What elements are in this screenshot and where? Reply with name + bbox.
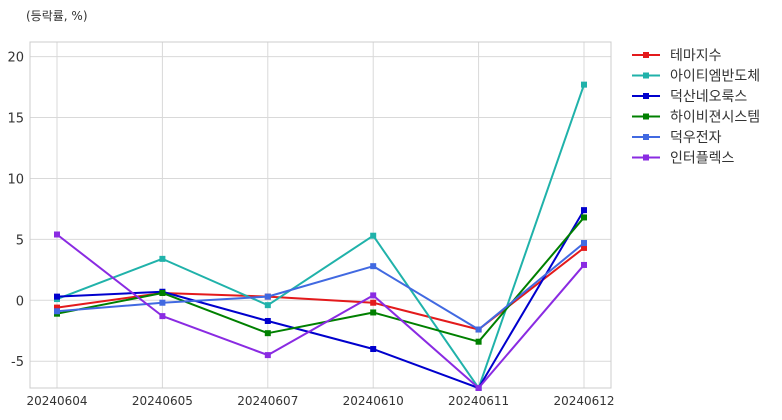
legend-label: 테마지수 xyxy=(670,48,722,64)
legend-label: 덕우전자 xyxy=(670,130,722,146)
data-point xyxy=(581,214,587,221)
data-point xyxy=(581,244,587,251)
data-point xyxy=(370,292,377,299)
data-point xyxy=(159,255,166,262)
legend-item: 인터플렉스 xyxy=(632,151,735,167)
legend-item: 아이티엠반도체 xyxy=(632,69,760,85)
data-point xyxy=(370,346,377,353)
series-line xyxy=(56,209,585,389)
series-1 xyxy=(54,244,587,333)
data-point xyxy=(581,261,587,268)
data-point xyxy=(54,308,60,315)
series-line xyxy=(56,233,585,389)
x-tick-label: 20240611 xyxy=(448,394,509,408)
legend-label: 하이비젼시스템 xyxy=(670,110,760,126)
x-tick-label: 20240612 xyxy=(553,394,614,408)
data-point xyxy=(264,317,271,324)
series-line xyxy=(56,247,585,331)
x-tick-label: 20240605 xyxy=(132,394,193,408)
legend-label: 아이티엠반도체 xyxy=(670,69,760,85)
legend-label: 인터플렉스 xyxy=(670,151,735,167)
legend-item: 하이비젼시스템 xyxy=(632,110,760,126)
data-point xyxy=(264,352,271,359)
data-point xyxy=(581,207,587,214)
data-point xyxy=(581,81,587,88)
x-tick-label: 20240610 xyxy=(343,394,404,408)
y-tick-label: 0 xyxy=(16,294,24,309)
data-point xyxy=(370,263,377,270)
legend-marker xyxy=(643,113,649,120)
series-line xyxy=(56,84,585,389)
x-tick-label: 20240604 xyxy=(26,394,87,408)
data-point xyxy=(475,338,482,345)
unit-label: (등락률, %) xyxy=(26,9,88,23)
data-point xyxy=(159,289,166,296)
legend-marker xyxy=(643,52,649,58)
legend-marker xyxy=(643,72,649,79)
series-6 xyxy=(54,231,587,391)
data-point xyxy=(54,231,60,238)
x-tick-label: 20240607 xyxy=(237,394,298,408)
data-point xyxy=(370,299,377,306)
y-tick-label: 5 xyxy=(16,233,24,248)
data-point xyxy=(581,240,587,247)
plot-area xyxy=(29,41,612,389)
data-point xyxy=(370,232,377,239)
series-line xyxy=(56,216,585,343)
legend-label: 덕산네오룩스 xyxy=(670,89,747,105)
y-tick-label: 10 xyxy=(7,172,24,187)
data-point xyxy=(475,385,482,391)
data-point xyxy=(54,293,60,300)
legend-item: 덕산네오룩스 xyxy=(632,89,747,105)
data-point xyxy=(159,299,166,306)
series-lines xyxy=(54,81,587,391)
legend-marker xyxy=(643,154,649,161)
legend-marker xyxy=(643,134,649,140)
x-axis-ticks: 20240604 20240605 20240607 20240610 20240611… xyxy=(26,394,614,408)
data-point xyxy=(475,326,482,333)
y-axis-ticks: -5 0 5 10 15 20 xyxy=(7,51,24,371)
data-point xyxy=(264,293,271,300)
series-5 xyxy=(54,240,587,333)
series-2 xyxy=(54,81,587,391)
data-point xyxy=(54,304,60,311)
series-line xyxy=(56,242,585,331)
y-tick-label: -5 xyxy=(11,355,24,370)
data-point xyxy=(159,313,166,320)
y-tick-label: 15 xyxy=(7,112,24,127)
legend-marker xyxy=(643,93,649,99)
data-point xyxy=(370,309,377,316)
legend-item: 테마지수 xyxy=(632,48,722,64)
data-point xyxy=(264,302,271,309)
y-tick-label: 20 xyxy=(7,51,24,66)
data-point xyxy=(264,330,271,337)
legend-item: 덕우전자 xyxy=(632,130,722,146)
